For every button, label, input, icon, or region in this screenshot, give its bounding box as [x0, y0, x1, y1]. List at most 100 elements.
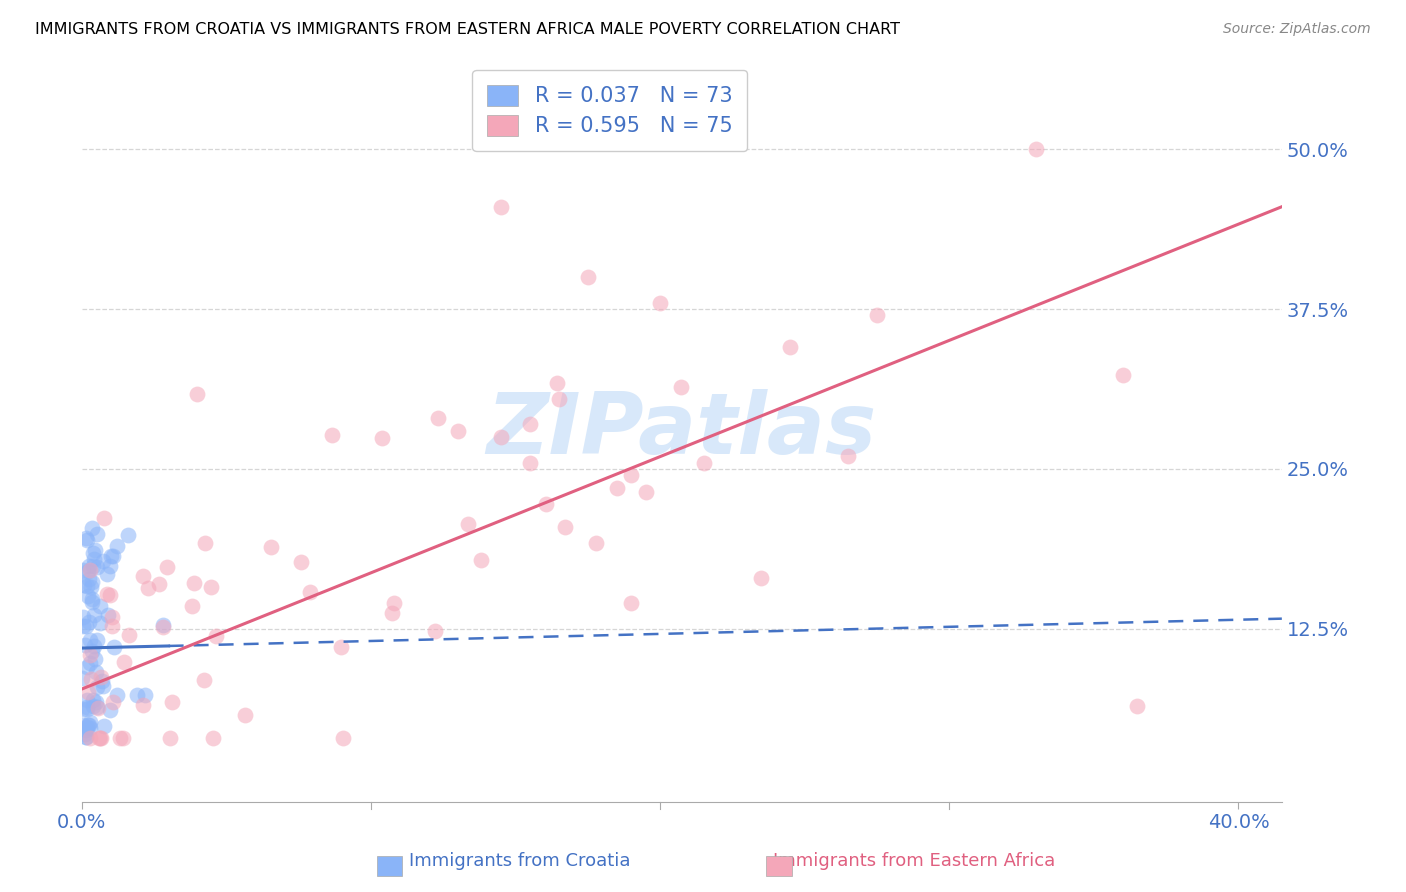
Point — [457, 516, 479, 531]
Point — [233, 708, 256, 723]
Point — [101, 619, 124, 633]
Point — [118, 628, 141, 642]
Point — [136, 581, 159, 595]
Point — [86, 527, 108, 541]
Point — [72, 702, 94, 716]
Point — [671, 379, 693, 393]
Point — [183, 576, 205, 591]
Point — [193, 673, 215, 687]
Point — [83, 639, 105, 653]
Point — [76, 579, 98, 593]
Point — [79, 657, 101, 671]
Point — [79, 714, 101, 729]
Point — [75, 730, 97, 744]
Text: Immigrants from Eastern Africa: Immigrants from Eastern Africa — [773, 852, 1054, 870]
Text: Immigrants from Croatia: Immigrants from Croatia — [409, 852, 631, 870]
Point — [423, 624, 446, 639]
Point — [76, 718, 98, 732]
Point — [75, 532, 97, 546]
Point — [112, 655, 135, 669]
Point — [866, 309, 889, 323]
Point — [636, 484, 658, 499]
Point — [72, 563, 94, 577]
Point — [546, 376, 568, 391]
Point — [585, 536, 607, 550]
Point — [205, 629, 228, 643]
Point — [76, 700, 98, 714]
Point — [108, 731, 131, 745]
Point — [321, 428, 343, 442]
Point — [76, 533, 98, 547]
Point — [101, 610, 124, 624]
Point — [93, 719, 115, 733]
Point — [576, 270, 599, 285]
Point — [97, 607, 120, 622]
Point — [105, 688, 128, 702]
Text: Source: ZipAtlas.com: Source: ZipAtlas.com — [1223, 22, 1371, 37]
Point — [75, 730, 97, 744]
Point — [76, 660, 98, 674]
Point — [86, 633, 108, 648]
Point — [298, 584, 321, 599]
Point — [76, 693, 98, 707]
Point — [89, 599, 111, 613]
Point — [79, 559, 101, 574]
Point — [79, 731, 101, 745]
Point — [489, 200, 512, 214]
Point — [84, 542, 107, 557]
Point — [80, 672, 103, 686]
Point — [77, 615, 100, 630]
Point — [159, 731, 181, 745]
Point — [93, 511, 115, 525]
Point — [82, 574, 104, 589]
Point — [86, 560, 108, 574]
Point — [89, 731, 111, 745]
Point — [100, 549, 122, 564]
Point — [201, 731, 224, 745]
Point — [86, 700, 108, 714]
Point — [548, 392, 571, 406]
Point — [86, 680, 108, 694]
Point — [87, 701, 110, 715]
Point — [79, 717, 101, 731]
Point — [332, 731, 354, 745]
Point — [148, 577, 170, 591]
Point — [751, 571, 773, 585]
Point — [1112, 368, 1135, 382]
Point — [98, 558, 121, 573]
Point — [77, 564, 100, 578]
Point — [519, 456, 541, 470]
Point — [101, 549, 124, 564]
Point — [779, 341, 801, 355]
Point — [519, 417, 541, 432]
Point — [152, 620, 174, 634]
Point — [75, 619, 97, 633]
Point — [105, 539, 128, 553]
Point — [82, 594, 104, 608]
Point — [91, 673, 114, 688]
Point — [606, 481, 628, 495]
Point — [82, 559, 104, 574]
Point — [91, 554, 114, 568]
Point — [692, 456, 714, 470]
Point — [75, 723, 97, 737]
Point — [90, 670, 112, 684]
Point — [83, 607, 105, 622]
Text: IMMIGRANTS FROM CROATIA VS IMMIGRANTS FROM EASTERN AFRICA MALE POVERTY CORRELATI: IMMIGRANTS FROM CROATIA VS IMMIGRANTS FR… — [35, 22, 900, 37]
Point — [82, 546, 104, 560]
Point — [1025, 142, 1047, 156]
Point — [200, 580, 222, 594]
Point — [72, 671, 94, 685]
Point — [650, 295, 672, 310]
Point — [98, 588, 121, 602]
Point — [96, 566, 118, 581]
Point — [132, 698, 155, 713]
Point — [75, 638, 97, 652]
Point — [72, 619, 94, 633]
Point — [382, 596, 405, 610]
Point — [80, 521, 103, 535]
Point — [98, 702, 121, 716]
Point — [87, 731, 110, 745]
Point — [837, 449, 859, 463]
Legend: R = 0.037   N = 73, R = 0.595   N = 75: R = 0.037 N = 73, R = 0.595 N = 75 — [472, 70, 747, 151]
